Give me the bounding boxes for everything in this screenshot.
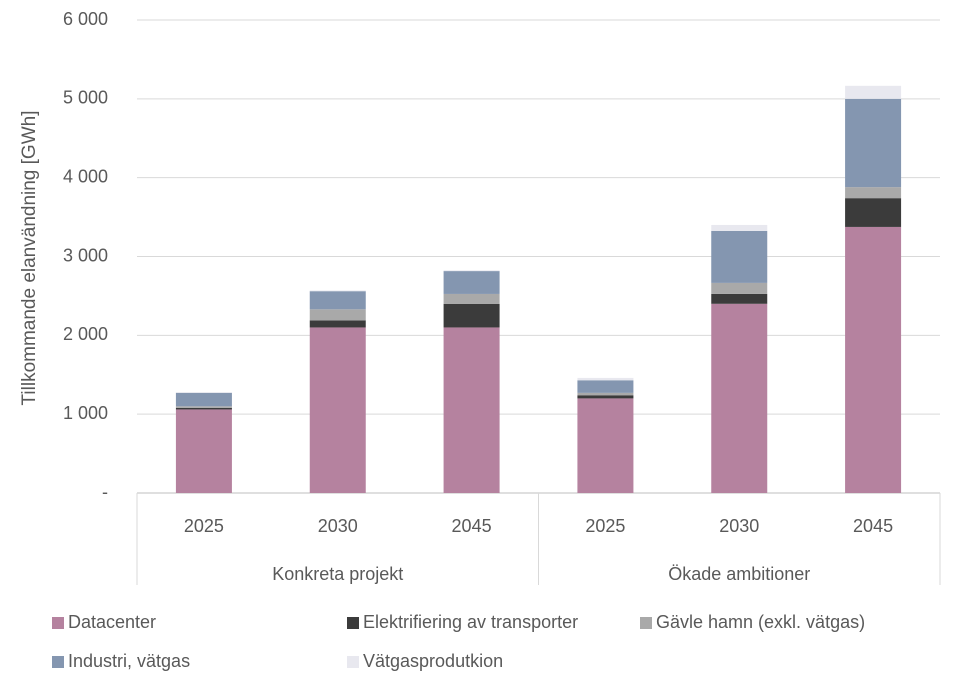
bar-segment	[577, 392, 634, 396]
bar-segment	[443, 327, 500, 493]
bar-segment	[711, 282, 768, 294]
y-tick-label: 2 000	[63, 324, 108, 344]
bar-segment	[175, 407, 232, 410]
bar-segment	[845, 98, 902, 188]
y-tick-label: 4 000	[63, 166, 108, 186]
x-tick-label: 2025	[585, 516, 625, 536]
bar-segment	[309, 290, 366, 292]
legend-label: Elektrifiering av transporter	[363, 612, 578, 632]
y-tick-label: 6 000	[63, 9, 108, 29]
y-tick-label: -	[102, 482, 108, 502]
bar-segment	[711, 230, 768, 283]
bar-segment	[577, 395, 634, 399]
bar-segment	[845, 226, 902, 493]
legend-swatch	[347, 656, 359, 668]
bar-segment	[175, 406, 232, 408]
group-label: Ökade ambitioner	[668, 564, 810, 584]
x-tick-label: 2030	[318, 516, 358, 536]
bar-segment	[309, 309, 366, 321]
x-tick-label: 2045	[853, 516, 893, 536]
bar-segment	[577, 377, 634, 381]
x-tick-label: 2030	[719, 516, 759, 536]
legend-swatch	[52, 656, 64, 668]
bar-segment	[577, 398, 634, 493]
y-tick-label: 3 000	[63, 245, 108, 265]
bar-segment	[845, 85, 902, 99]
bar-segment	[711, 293, 768, 304]
legend-label: Industri, vätgas	[68, 651, 190, 671]
bar-segment	[443, 271, 500, 294]
y-axis-label: Tillkommande elanvändning [GWh]	[19, 111, 40, 406]
bar-segment	[175, 392, 232, 407]
bar-segment	[309, 327, 366, 493]
bar-segment	[577, 380, 634, 393]
bar-segment	[309, 291, 366, 310]
legend-swatch	[640, 617, 652, 629]
bar-segment	[845, 198, 902, 227]
bar-segment	[443, 303, 500, 328]
y-tick-label: 5 000	[63, 88, 108, 108]
legend-label: Vätgasprodutkion	[363, 651, 503, 671]
legend-label: Gävle hamn (exkl. vätgas)	[656, 612, 865, 632]
legend-label: Datacenter	[68, 612, 156, 632]
bar-segment	[711, 303, 768, 493]
bar-segment	[309, 320, 366, 328]
bar-segment	[175, 409, 232, 493]
group-label: Konkreta projekt	[272, 564, 403, 584]
bar-segment	[711, 224, 768, 231]
x-tick-label: 2045	[452, 516, 492, 536]
bar-segment	[443, 293, 500, 304]
bar-segment	[443, 270, 500, 272]
legend-swatch	[52, 617, 64, 629]
x-tick-label: 2025	[184, 516, 224, 536]
bar-segment	[845, 187, 902, 199]
y-tick-label: 1 000	[63, 403, 108, 423]
bar-segment	[175, 392, 232, 393]
legend-swatch	[347, 617, 359, 629]
